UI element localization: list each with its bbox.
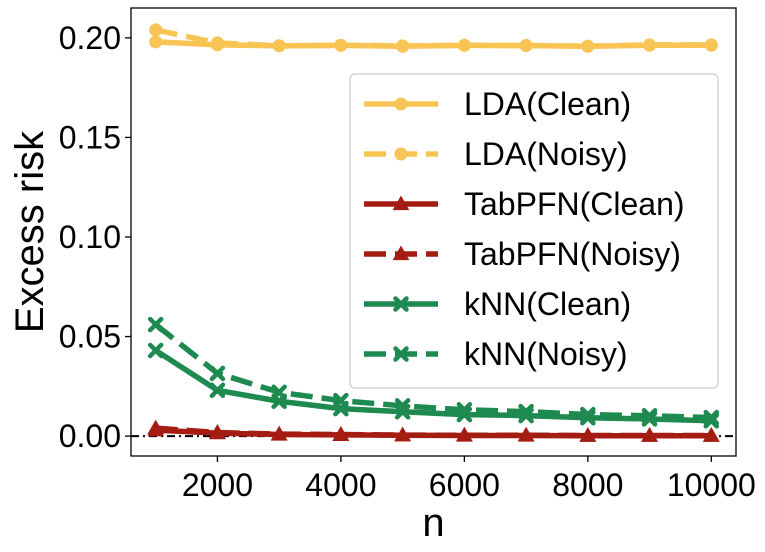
x-tick-label: 10000 <box>667 467 756 503</box>
data-point-lda-noisy <box>334 38 348 52</box>
series-line-knn-clean <box>154 348 712 424</box>
data-point-tabpfn-noisy <box>517 426 535 442</box>
data-point-lda-noisy <box>457 38 471 52</box>
x-tick-label: 6000 <box>429 467 500 503</box>
y-axis-label: Excess risk <box>8 130 52 333</box>
data-point-knn-noisy <box>209 365 226 382</box>
legend-label-tabpfn-clean: TabPFN(Clean) <box>464 186 685 222</box>
data-point-knn-noisy <box>580 406 596 423</box>
data-point-lda-noisy <box>643 38 657 52</box>
x-tick-label: 8000 <box>552 467 623 503</box>
data-point-tabpfn-noisy <box>456 426 473 442</box>
data-point-knn-noisy <box>394 398 411 414</box>
data-point-tabpfn-noisy <box>579 426 597 442</box>
y-tick-label: 0.05 <box>59 319 121 355</box>
data-point-knn-noisy <box>518 403 534 420</box>
data-point-tabpfn-noisy <box>332 425 350 441</box>
legend-entry-knn-noisy: kNN(Noisy) <box>364 336 628 372</box>
data-point-knn-noisy <box>456 402 473 418</box>
legend-entry-knn-clean: kNN(Clean) <box>364 286 631 322</box>
legend-marker-knn-clean <box>393 296 409 312</box>
x-tick-label: 4000 <box>305 467 376 503</box>
data-point-lda-noisy <box>704 38 718 52</box>
legend-entry-tabpfn-clean: TabPFN(Clean) <box>364 186 685 222</box>
legend-label-knn-clean: kNN(Clean) <box>464 286 631 322</box>
data-point-lda-noisy <box>149 23 163 37</box>
data-point-lda-noisy <box>581 39 595 53</box>
legend-label-lda-clean: LDA(Clean) <box>464 86 631 122</box>
legend-box <box>349 73 719 389</box>
series-knn-noisy <box>147 316 720 426</box>
data-point-tabpfn-noisy <box>702 426 720 442</box>
legend-entry-lda-clean: LDA(Clean) <box>364 86 631 122</box>
data-point-lda-noisy <box>210 36 224 50</box>
series-tabpfn-noisy <box>147 419 720 442</box>
y-tick-label: 0.00 <box>59 418 121 454</box>
data-point-lda-clean <box>149 35 163 49</box>
legend-label-knn-noisy: kNN(Noisy) <box>464 336 628 372</box>
data-point-knn-noisy <box>333 392 349 409</box>
legend-marker-lda-clean <box>394 97 408 111</box>
series-line-tabpfn-clean <box>155 427 712 439</box>
legend-marker-tabpfn-clean <box>392 195 410 211</box>
axes: 2000 4000 6000 8000 10000 0.00 0.05 0.10 0.15 0.2… <box>8 7 756 545</box>
plot-frame <box>130 7 737 457</box>
data-point-lda-noisy <box>272 39 286 53</box>
plot-layer <box>131 23 736 442</box>
y-tick-label: 0.10 <box>59 219 121 255</box>
data-point-knn-noisy <box>147 316 164 333</box>
data-point-tabpfn-noisy <box>270 425 288 441</box>
x-tick-label: 2000 <box>182 467 253 503</box>
data-point-knn-noisy <box>641 408 658 424</box>
legend-entry-lda-noisy: LDA(Noisy) <box>364 136 628 172</box>
legend-label-tabpfn-noisy: TabPFN(Noisy) <box>464 236 681 272</box>
data-point-tabpfn-noisy <box>209 423 226 439</box>
data-point-lda-noisy <box>519 38 533 52</box>
y-tick-label: 0.20 <box>59 20 121 56</box>
x-axis-label: n <box>422 501 444 545</box>
data-point-tabpfn-noisy <box>394 426 411 442</box>
legend-entry-tabpfn-noisy: TabPFN(Noisy) <box>364 236 681 272</box>
legend-marker-tabpfn-noisy <box>392 245 410 261</box>
data-point-tabpfn-noisy <box>147 419 165 435</box>
data-point-knn-clean <box>147 342 164 359</box>
data-point-lda-noisy <box>396 39 410 53</box>
series-line-knn-noisy <box>153 322 712 421</box>
data-point-knn-clean <box>209 382 226 399</box>
legend-label-lda-noisy: LDA(Noisy) <box>464 136 628 172</box>
data-point-knn-noisy <box>271 384 287 401</box>
legend-marker-lda-noisy <box>394 147 408 161</box>
data-point-tabpfn-noisy <box>641 426 658 442</box>
series-lda-noisy <box>149 23 718 53</box>
legend-marker-knn-noisy <box>393 346 409 362</box>
data-point-knn-noisy <box>703 409 720 426</box>
legend: LDA(Clean) LDA(Noisy) TabPFN(Clean) TabPFN(… <box>349 73 719 389</box>
y-tick-label: 0.15 <box>59 119 121 155</box>
series-line-lda-noisy <box>155 27 712 49</box>
